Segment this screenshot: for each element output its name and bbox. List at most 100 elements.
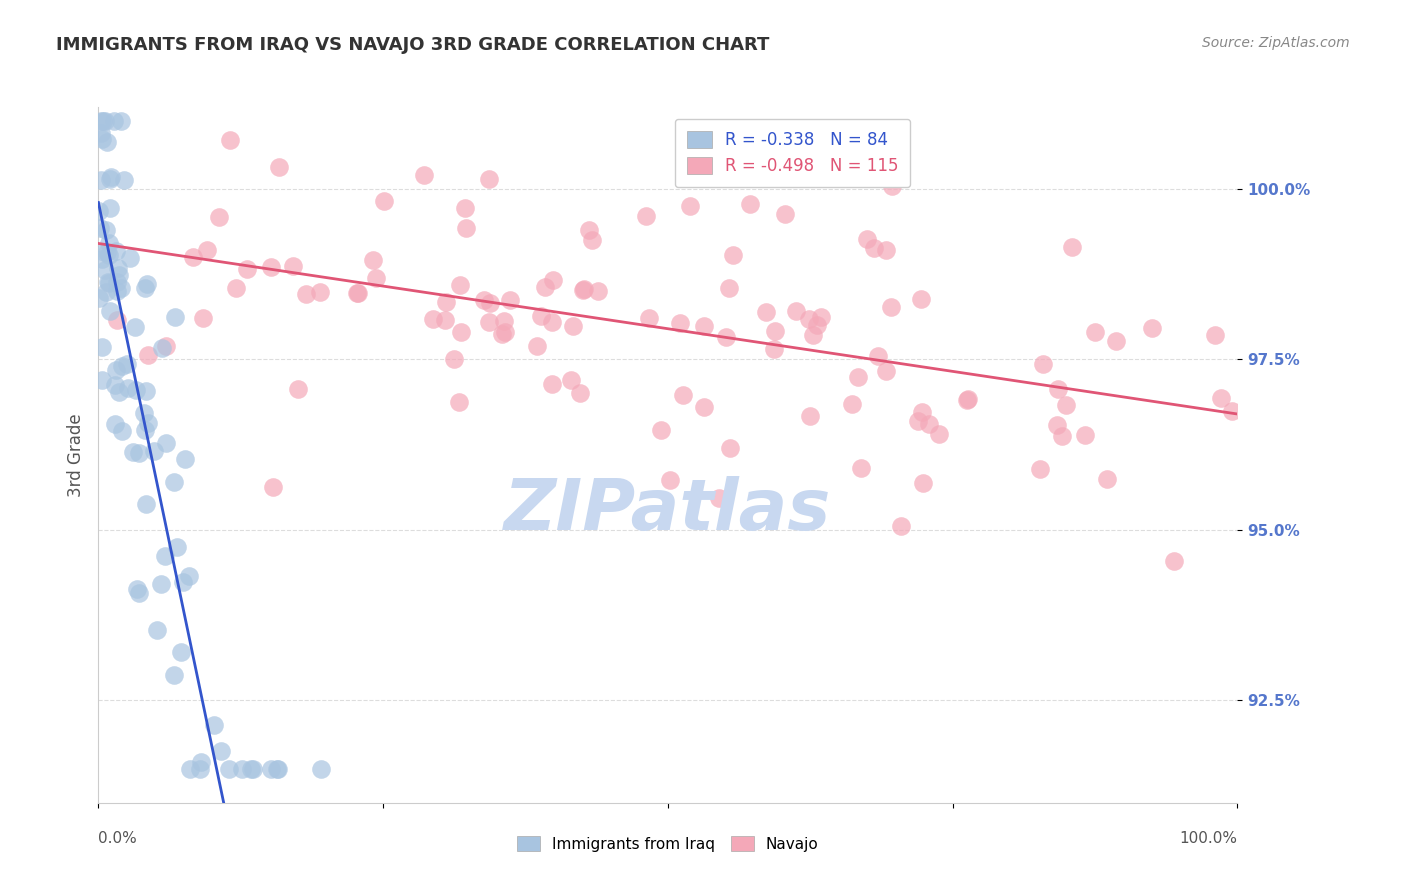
Point [801, 327, 824, 342]
Point [98, 304, 121, 318]
Point [143, 444, 166, 458]
Point [562, 318, 585, 333]
Point [225, 280, 247, 294]
Point [94, 285, 117, 300]
Point [104, 417, 127, 431]
Point [863, 241, 886, 255]
Y-axis label: 3rd Grade: 3rd Grade [66, 413, 84, 497]
Point [1052, 429, 1074, 443]
Point [166, 540, 188, 554]
Point [163, 667, 186, 681]
Point [202, 717, 225, 731]
Point [806, 318, 828, 333]
Point [785, 303, 807, 318]
Point [155, 435, 177, 450]
Point [236, 262, 259, 277]
Point [1054, 398, 1077, 412]
Point [849, 461, 872, 475]
Point [105, 284, 128, 298]
Point [783, 153, 806, 167]
Point [541, 376, 564, 391]
Text: 100.0%: 100.0% [1180, 830, 1237, 846]
Point [472, 293, 495, 307]
Point [755, 305, 778, 319]
Point [283, 259, 305, 273]
Point [373, 194, 395, 208]
Point [105, 363, 128, 377]
Point [179, 762, 201, 776]
Point [269, 160, 291, 174]
Point [105, 275, 128, 289]
Point [91, 340, 114, 354]
Point [478, 295, 501, 310]
Text: 0.0%: 0.0% [98, 830, 138, 846]
Point [134, 423, 156, 437]
Point [295, 286, 318, 301]
Point [1140, 321, 1163, 335]
Legend: Immigrants from Iraq, Navajo: Immigrants from Iraq, Navajo [512, 830, 824, 858]
Point [260, 762, 283, 776]
Point [259, 260, 281, 274]
Point [97, 276, 120, 290]
Point [146, 624, 169, 638]
Point [491, 327, 513, 342]
Point [97, 235, 120, 250]
Point [1046, 417, 1069, 432]
Point [163, 475, 186, 489]
Point [1209, 392, 1232, 406]
Point [103, 113, 125, 128]
Point [636, 209, 658, 223]
Point [928, 426, 950, 441]
Point [413, 168, 436, 182]
Point [875, 243, 897, 257]
Point [762, 342, 785, 356]
Point [108, 268, 131, 282]
Text: IMMIGRANTS FROM IRAQ VS NAVAJO 3RD GRADE CORRELATION CHART: IMMIGRANTS FROM IRAQ VS NAVAJO 3RD GRADE… [56, 36, 769, 54]
Point [637, 311, 659, 326]
Point [96, 244, 118, 259]
Point [434, 294, 457, 309]
Point [810, 310, 832, 324]
Point [110, 113, 132, 128]
Point [454, 201, 477, 215]
Point [709, 491, 731, 505]
Point [572, 281, 595, 295]
Point [135, 384, 157, 399]
Point [1220, 404, 1243, 418]
Point [91, 373, 114, 387]
Point [347, 286, 370, 301]
Point [163, 310, 186, 324]
Point [1046, 383, 1069, 397]
Point [478, 315, 501, 329]
Point [150, 341, 173, 355]
Point [90, 131, 112, 145]
Point [957, 392, 980, 406]
Point [718, 441, 741, 455]
Point [239, 762, 262, 776]
Point [170, 645, 193, 659]
Point [262, 480, 284, 494]
Point [1060, 240, 1083, 254]
Point [242, 762, 264, 776]
Point [89, 220, 111, 235]
Point [422, 312, 444, 326]
Point [672, 388, 695, 402]
Text: Source: ZipAtlas.com: Source: ZipAtlas.com [1202, 36, 1350, 50]
Point [125, 582, 148, 596]
Point [841, 397, 863, 411]
Point [107, 260, 129, 275]
Point [918, 417, 941, 431]
Point [346, 286, 368, 301]
Point [679, 199, 702, 213]
Point [499, 293, 522, 307]
Point [880, 179, 903, 194]
Point [492, 314, 515, 328]
Point [1105, 334, 1128, 348]
Point [91, 113, 114, 128]
Point [716, 330, 738, 344]
Point [100, 169, 122, 184]
Point [96, 222, 118, 236]
Point [443, 351, 465, 366]
Point [308, 285, 330, 299]
Point [1095, 472, 1118, 486]
